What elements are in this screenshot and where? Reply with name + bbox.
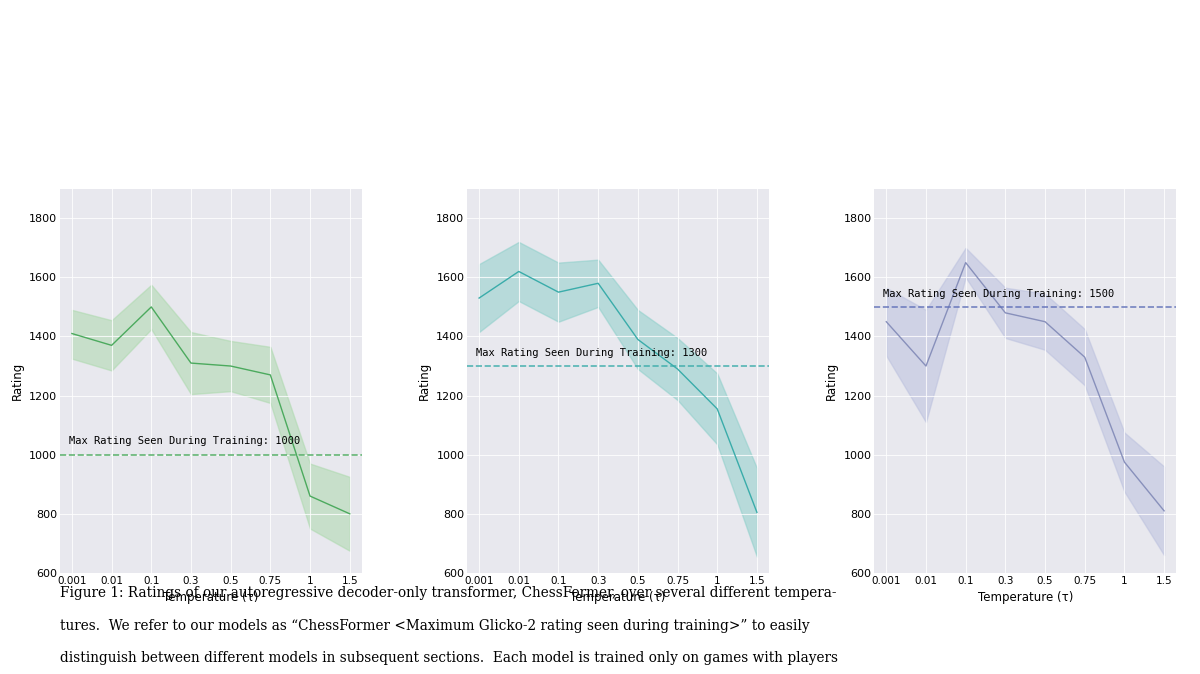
Y-axis label: Rating: Rating: [11, 362, 24, 400]
Text: Max Rating Seen During Training: 1300: Max Rating Seen During Training: 1300: [476, 348, 708, 358]
Text: Max Rating Seen During Training: 1000: Max Rating Seen During Training: 1000: [70, 437, 300, 446]
Y-axis label: Rating: Rating: [418, 362, 431, 400]
Text: distinguish between different models in subsequent sections.  Each model is trai: distinguish between different models in …: [60, 651, 838, 665]
Text: Figure 1: Ratings of our autoregressive decoder-only transformer, ChessFormer, o: Figure 1: Ratings of our autoregressive …: [60, 586, 836, 601]
Y-axis label: Rating: Rating: [824, 362, 838, 400]
X-axis label: Temperature (τ): Temperature (τ): [978, 591, 1073, 604]
Text: Max Rating Seen During Training: 1500: Max Rating Seen During Training: 1500: [883, 288, 1115, 299]
X-axis label: Temperature (τ): Temperature (τ): [570, 591, 666, 604]
X-axis label: Temperature (τ): Temperature (τ): [163, 591, 258, 604]
Text: tures.  We refer to our models as “ChessFormer <Maximum Glicko-2 rating seen dur: tures. We refer to our models as “ChessF…: [60, 619, 810, 633]
